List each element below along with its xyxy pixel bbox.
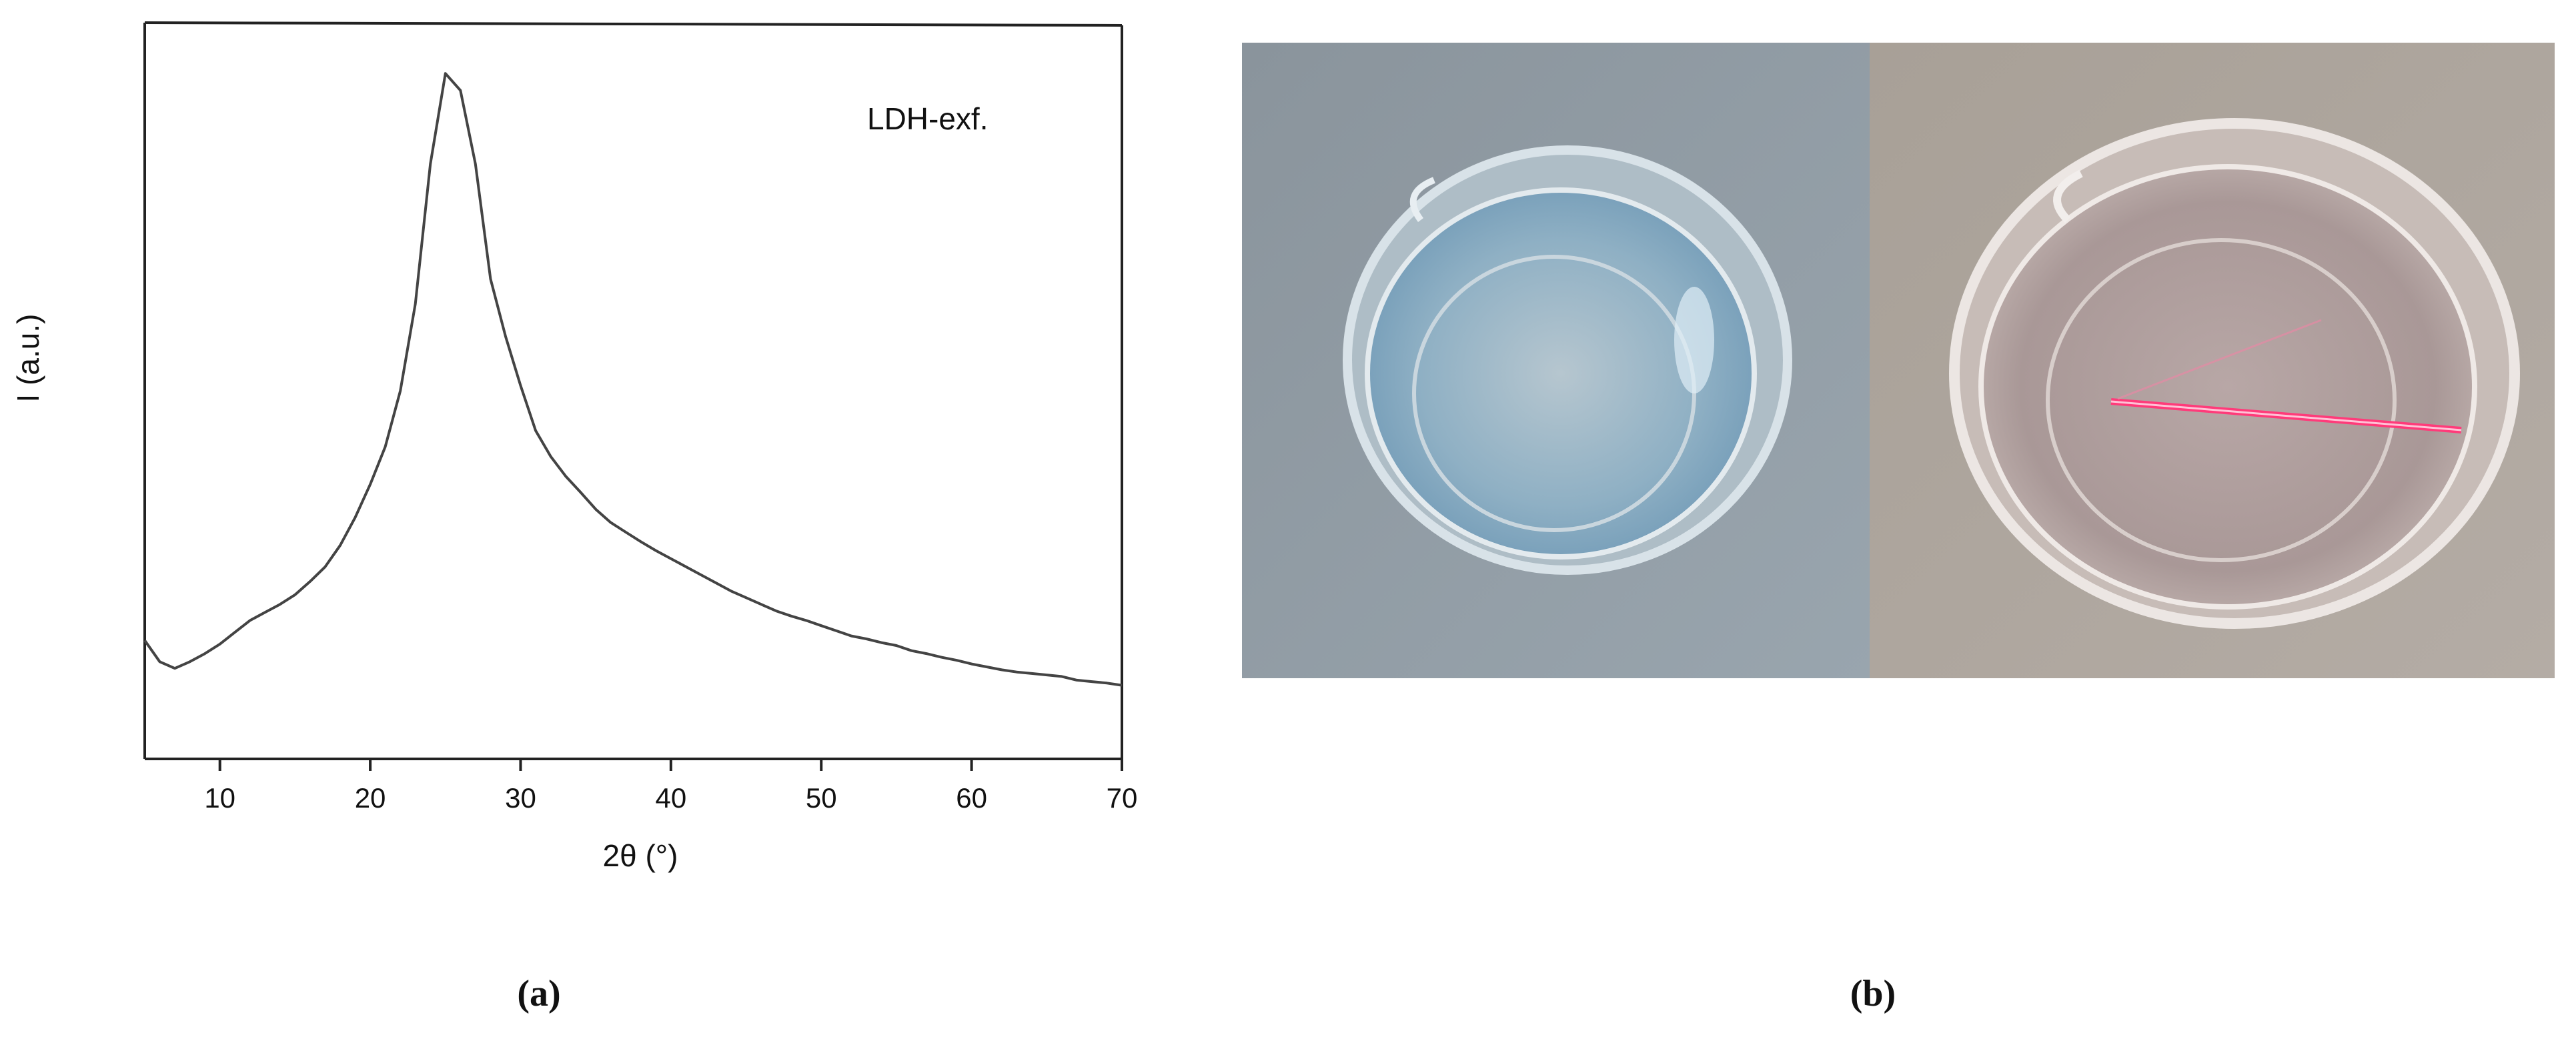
x-axis-label: 2θ (°) [603, 838, 678, 873]
frame-top [144, 21, 1123, 27]
x-tick-label: 50 [806, 782, 837, 814]
panel-label: (a) [517, 973, 560, 1014]
photo-right [1870, 43, 2555, 678]
data-line [143, 72, 1123, 687]
x-tick-label: 20 [355, 782, 386, 814]
x-tick-label: 30 [505, 782, 536, 814]
y-axis-label: I (a.u.) [11, 314, 45, 403]
annotation: LDH-exf. [867, 101, 988, 136]
photo-left [1242, 43, 1870, 678]
x-tick-label: 40 [655, 782, 686, 814]
x-tick-label: 10 [204, 782, 235, 814]
panel-label: (b) [1850, 973, 1896, 1014]
x-tick-label: 60 [956, 782, 987, 814]
x-tick-label: 70 [1107, 782, 1138, 814]
